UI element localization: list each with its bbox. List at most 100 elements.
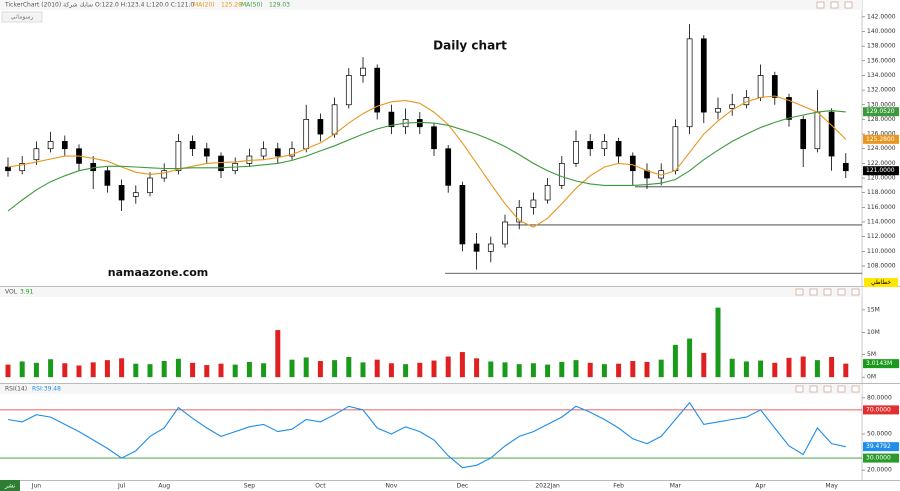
publish-button[interactable]	[0, 480, 20, 491]
volume-bar	[459, 352, 465, 378]
tool-button[interactable]	[795, 288, 804, 296]
ticker-header: TickerChart سابك شرکة (2010) O:122.0 H:1…	[4, 2, 194, 9]
volume-bar	[204, 365, 210, 378]
candle-body	[161, 170, 168, 179]
volume-bar	[829, 356, 835, 378]
candle-body	[558, 163, 565, 186]
candle-body	[587, 141, 594, 150]
volume-bar	[772, 362, 778, 378]
tool-button[interactable]	[816, 1, 825, 9]
volume-bar	[559, 361, 565, 378]
volume-bar	[431, 360, 437, 378]
y-tick-label: 108.0000	[867, 262, 896, 269]
x-tick-label: Dec	[457, 483, 469, 490]
tool-button[interactable]	[823, 288, 832, 296]
volume-bar	[587, 362, 593, 378]
volume-bar	[417, 362, 423, 378]
x-tick-label: Jun	[31, 483, 42, 490]
drawings-tag	[864, 278, 898, 287]
candle-body	[317, 119, 324, 135]
candle-body	[700, 38, 707, 113]
y-tick-label: 112.0000	[867, 233, 896, 240]
tool-button[interactable]	[795, 385, 804, 393]
candle-body	[90, 163, 97, 172]
x-tick-label: Feb	[613, 483, 624, 490]
x-tick-label: Aug	[158, 483, 170, 490]
x-tick-label: 2022Jan	[535, 483, 560, 490]
y-tick-label: 124.0000	[867, 145, 896, 152]
y-tick-label: 136.0000	[867, 57, 896, 64]
candle-body	[374, 67, 381, 113]
tool-button[interactable]	[851, 288, 860, 296]
candle-body	[175, 141, 182, 172]
volume-bar	[48, 359, 54, 378]
tool-button[interactable]	[837, 288, 846, 296]
volume-bar	[687, 338, 693, 378]
candle-body	[47, 141, 54, 150]
candle-body	[516, 206, 523, 223]
tool-button[interactable]	[851, 385, 860, 393]
volume-bar	[843, 363, 849, 378]
volume-bar	[232, 364, 238, 378]
volume-bar	[672, 344, 678, 378]
level-label: 70.0000	[866, 406, 891, 413]
y-tick-label: 126.0000	[867, 131, 896, 138]
tool-button[interactable]	[837, 385, 846, 393]
candle-body	[289, 148, 295, 157]
y-tick-label: 15M	[867, 306, 880, 313]
volume-bar	[715, 307, 721, 378]
candle-body	[104, 170, 111, 186]
candle-body	[487, 243, 494, 252]
my-drawings-button[interactable]	[1, 11, 43, 23]
x-tick-label: Oct	[315, 483, 326, 490]
tool-button[interactable]	[830, 1, 839, 9]
candle-body	[274, 148, 281, 157]
volume-bar	[19, 361, 25, 378]
y-tick-label: 110.0000	[867, 248, 896, 255]
candle-body	[757, 75, 764, 98]
tool-button[interactable]	[809, 288, 818, 296]
price-marker-label: 125.2800	[866, 136, 895, 143]
candle-body	[615, 141, 622, 157]
level-marker	[863, 405, 899, 415]
rsi-line	[7, 401, 846, 469]
panel-value: RSI:39.48	[32, 386, 61, 393]
volume-bar	[289, 359, 295, 378]
volume-bar	[644, 361, 650, 378]
volume-bar	[218, 363, 224, 378]
candle-body	[345, 75, 352, 106]
tool-button[interactable]	[844, 1, 853, 9]
volume-bar	[303, 357, 309, 378]
tool-button[interactable]	[823, 385, 832, 393]
x-tick-label: Sep	[244, 483, 256, 490]
candle-body	[445, 148, 452, 186]
x-tick-label: Jul	[117, 483, 126, 490]
price-marker	[863, 134, 899, 144]
candle-body	[203, 148, 210, 157]
y-tick-label: 80.0000	[867, 394, 892, 401]
volume-bar	[502, 362, 508, 378]
volume-bar	[786, 357, 792, 378]
price-marker-label: 39.4792	[866, 443, 891, 450]
tool-button[interactable]	[809, 385, 818, 393]
candle-body	[260, 148, 267, 157]
y-tick-label: 140.0000	[867, 28, 896, 35]
y-tick-label: 50.0000	[867, 430, 892, 437]
volume-bar	[573, 360, 579, 378]
volume-bar	[445, 356, 451, 378]
candle-body	[814, 111, 821, 150]
y-tick-label: 0M	[867, 374, 876, 381]
volume-bar	[474, 358, 480, 378]
candle-body	[828, 111, 835, 157]
volume-bar	[190, 362, 196, 378]
y-tick-label: 130.0000	[867, 101, 896, 108]
volume-bar	[90, 362, 96, 378]
x-tick-label: Nov	[386, 483, 398, 490]
volume-bar	[516, 364, 522, 378]
x-tick-label: May	[825, 483, 838, 490]
candle-body	[686, 38, 693, 128]
volume-bar	[161, 361, 167, 378]
candle-body	[147, 177, 153, 194]
